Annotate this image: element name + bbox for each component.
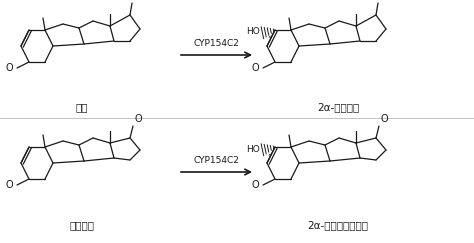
Text: O: O <box>251 180 259 190</box>
Text: HO: HO <box>246 145 260 154</box>
Text: O: O <box>135 114 143 124</box>
Text: CYP154C2: CYP154C2 <box>193 156 239 165</box>
Text: 蔫锐: 蔫锐 <box>76 102 88 112</box>
Text: ,,: ,, <box>267 31 273 40</box>
Text: ,,: ,, <box>267 148 273 156</box>
Text: O: O <box>5 180 13 190</box>
Text: 2α-羟基蔫锐: 2α-羟基蔫锐 <box>317 102 359 112</box>
Text: OH: OH <box>133 0 147 1</box>
Text: 2α-羟基雄烯二蔫锐: 2α-羟基雄烯二蔫锐 <box>308 220 368 230</box>
Text: OH: OH <box>379 0 393 1</box>
Text: CYP154C2: CYP154C2 <box>193 39 239 48</box>
Text: HO: HO <box>246 27 260 36</box>
Text: O: O <box>381 114 389 124</box>
Text: O: O <box>5 63 13 73</box>
Text: 雄烯二锐: 雄烯二锐 <box>70 220 94 230</box>
Text: O: O <box>251 63 259 73</box>
